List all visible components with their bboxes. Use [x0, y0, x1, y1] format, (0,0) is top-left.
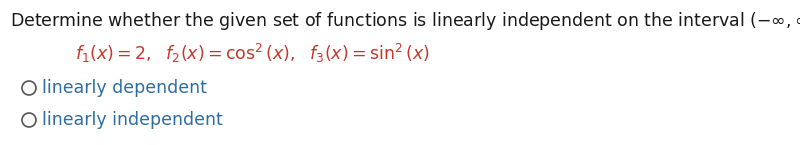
Text: Determine whether the given set of functions is linearly independent on the inte: Determine whether the given set of funct… [10, 10, 800, 32]
Text: linearly dependent: linearly dependent [42, 79, 207, 97]
Text: linearly independent: linearly independent [42, 111, 222, 129]
Text: $f_1(x) = 2, \ \ f_2(x) = \cos^2(x), \ \ f_3(x) = \sin^2(x)$: $f_1(x) = 2, \ \ f_2(x) = \cos^2(x), \ \… [75, 42, 430, 65]
